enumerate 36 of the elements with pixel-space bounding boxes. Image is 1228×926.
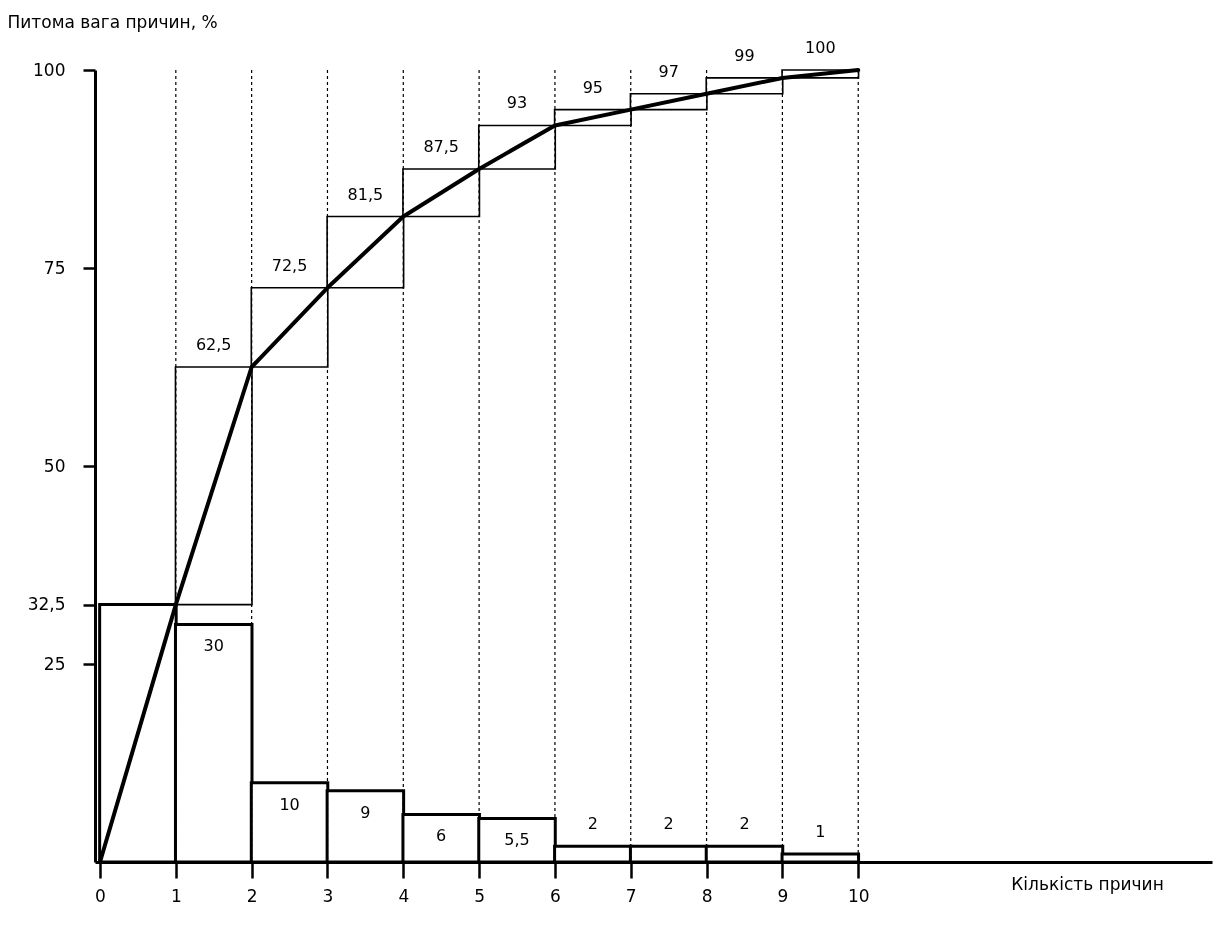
x-tick-label: 5	[474, 885, 486, 906]
data-label: 93	[506, 93, 528, 113]
data-label: 2	[587, 814, 598, 834]
x-tick-label: 1	[170, 885, 182, 906]
y-axis-title: Питома вага причин, %	[7, 11, 218, 32]
x-tick-label: 3	[322, 885, 334, 906]
data-label: 2	[663, 814, 674, 834]
data-label: 9	[360, 802, 371, 822]
data-label: 81,5	[347, 184, 384, 204]
data-label: 62,5	[195, 335, 232, 354]
x-axis-title: Кількість причин	[1011, 873, 1164, 894]
data-label: 2	[739, 814, 750, 834]
x-tick-label: 8	[701, 885, 713, 906]
data-label: 6	[436, 826, 447, 846]
data-label: 1	[815, 822, 826, 842]
data-label: 97	[658, 61, 679, 81]
data-label: 5,5	[504, 830, 530, 850]
data-label: 99	[734, 45, 755, 65]
x-tick-label: 7	[625, 885, 637, 906]
x-tick-label: 4	[398, 885, 410, 906]
x-tick-label: 10	[847, 885, 870, 906]
data-label: 10	[279, 794, 300, 814]
x-tick-label: 2	[246, 885, 258, 906]
data-label: 95	[582, 77, 604, 97]
x-tick-label: 6	[550, 885, 561, 906]
data-label: 100	[805, 38, 836, 57]
data-label: 72,5	[271, 255, 308, 275]
x-tick-label: 9	[777, 885, 789, 906]
y-tick-label: 50	[43, 455, 66, 476]
y-tick-label: 100	[33, 59, 66, 80]
data-label: 30	[203, 636, 224, 656]
y-tick-label: 25	[43, 653, 66, 674]
data-label: 87,5	[423, 137, 460, 156]
y-tick-label: 75	[43, 257, 66, 278]
y-tick-label: 32,5	[27, 594, 66, 615]
x-tick-label: 0	[95, 885, 106, 906]
